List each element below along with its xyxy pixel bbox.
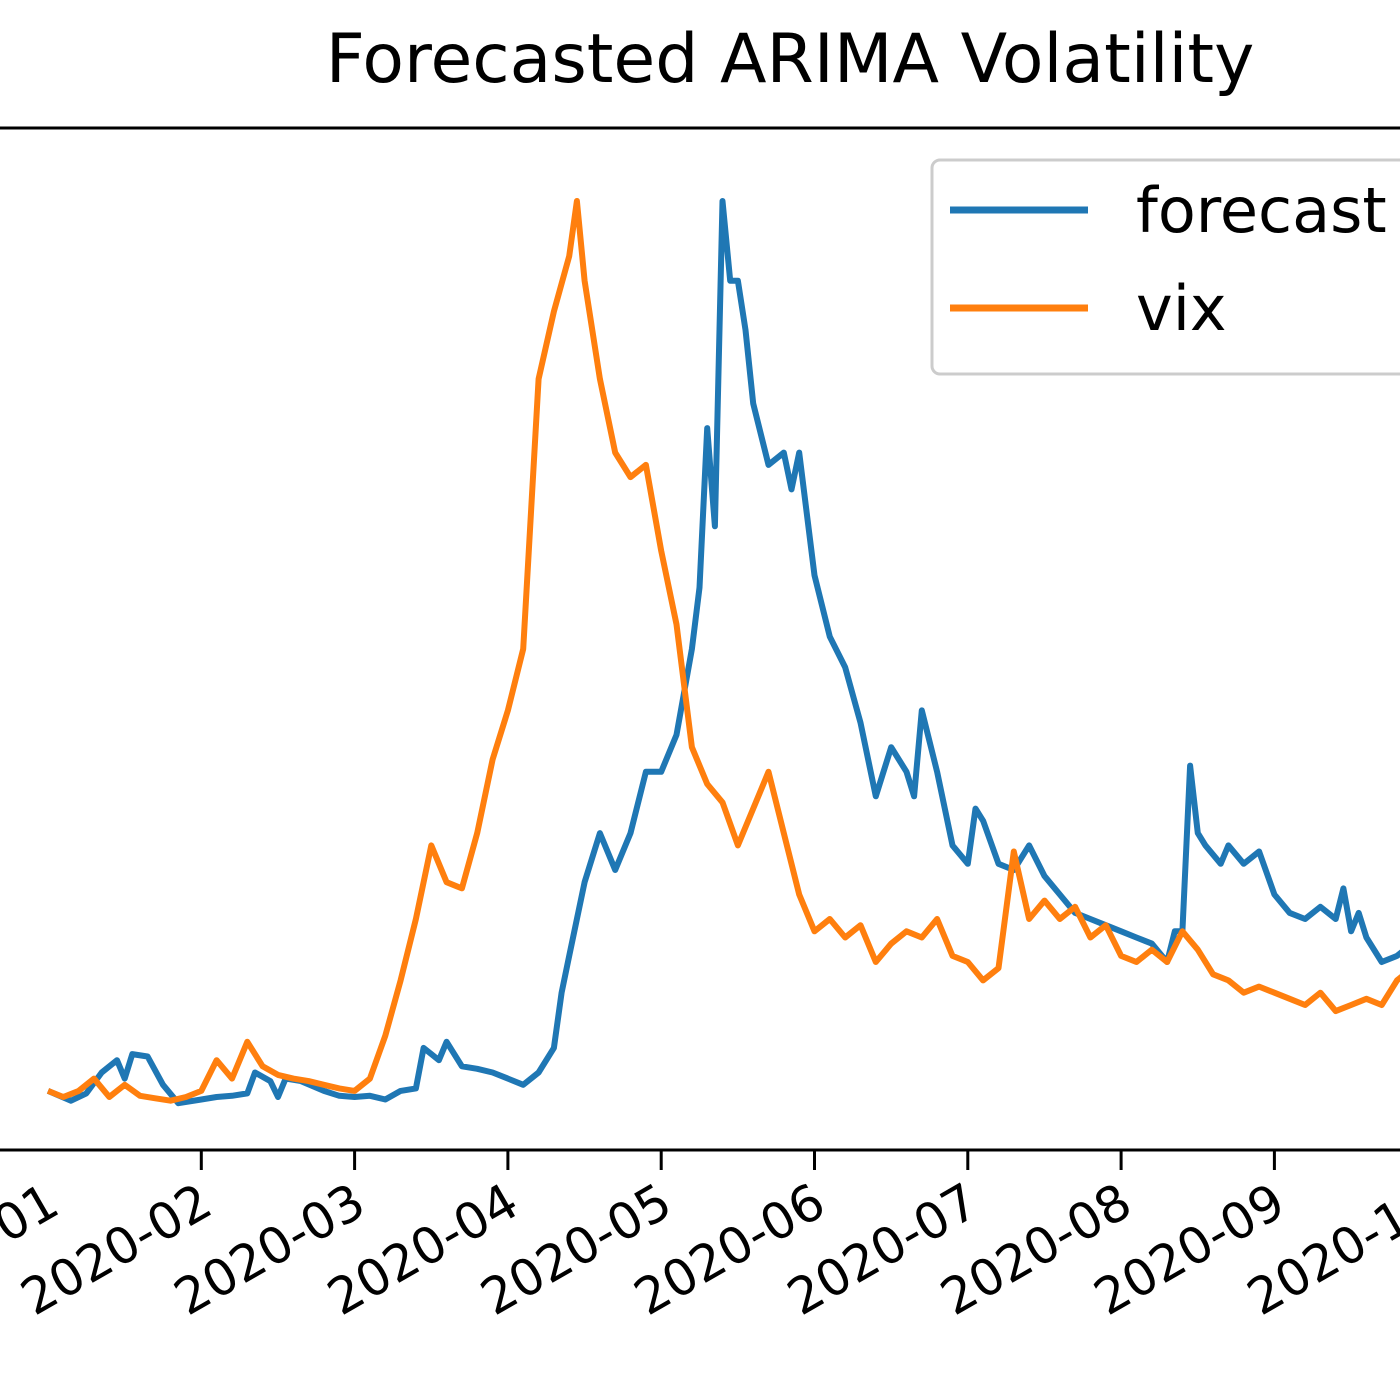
chart-title: Forecasted ARIMA Volatility [326,20,1255,99]
series-line-vix [46,198,1400,1104]
series-layer [46,198,1400,1107]
series-line-forecast [46,198,1400,1107]
legend-box [930,158,1400,376]
legend: forecast vix [930,158,1400,376]
legend-label-forecast: forecast [1136,174,1387,247]
legend-label-vix: vix [1136,272,1227,345]
